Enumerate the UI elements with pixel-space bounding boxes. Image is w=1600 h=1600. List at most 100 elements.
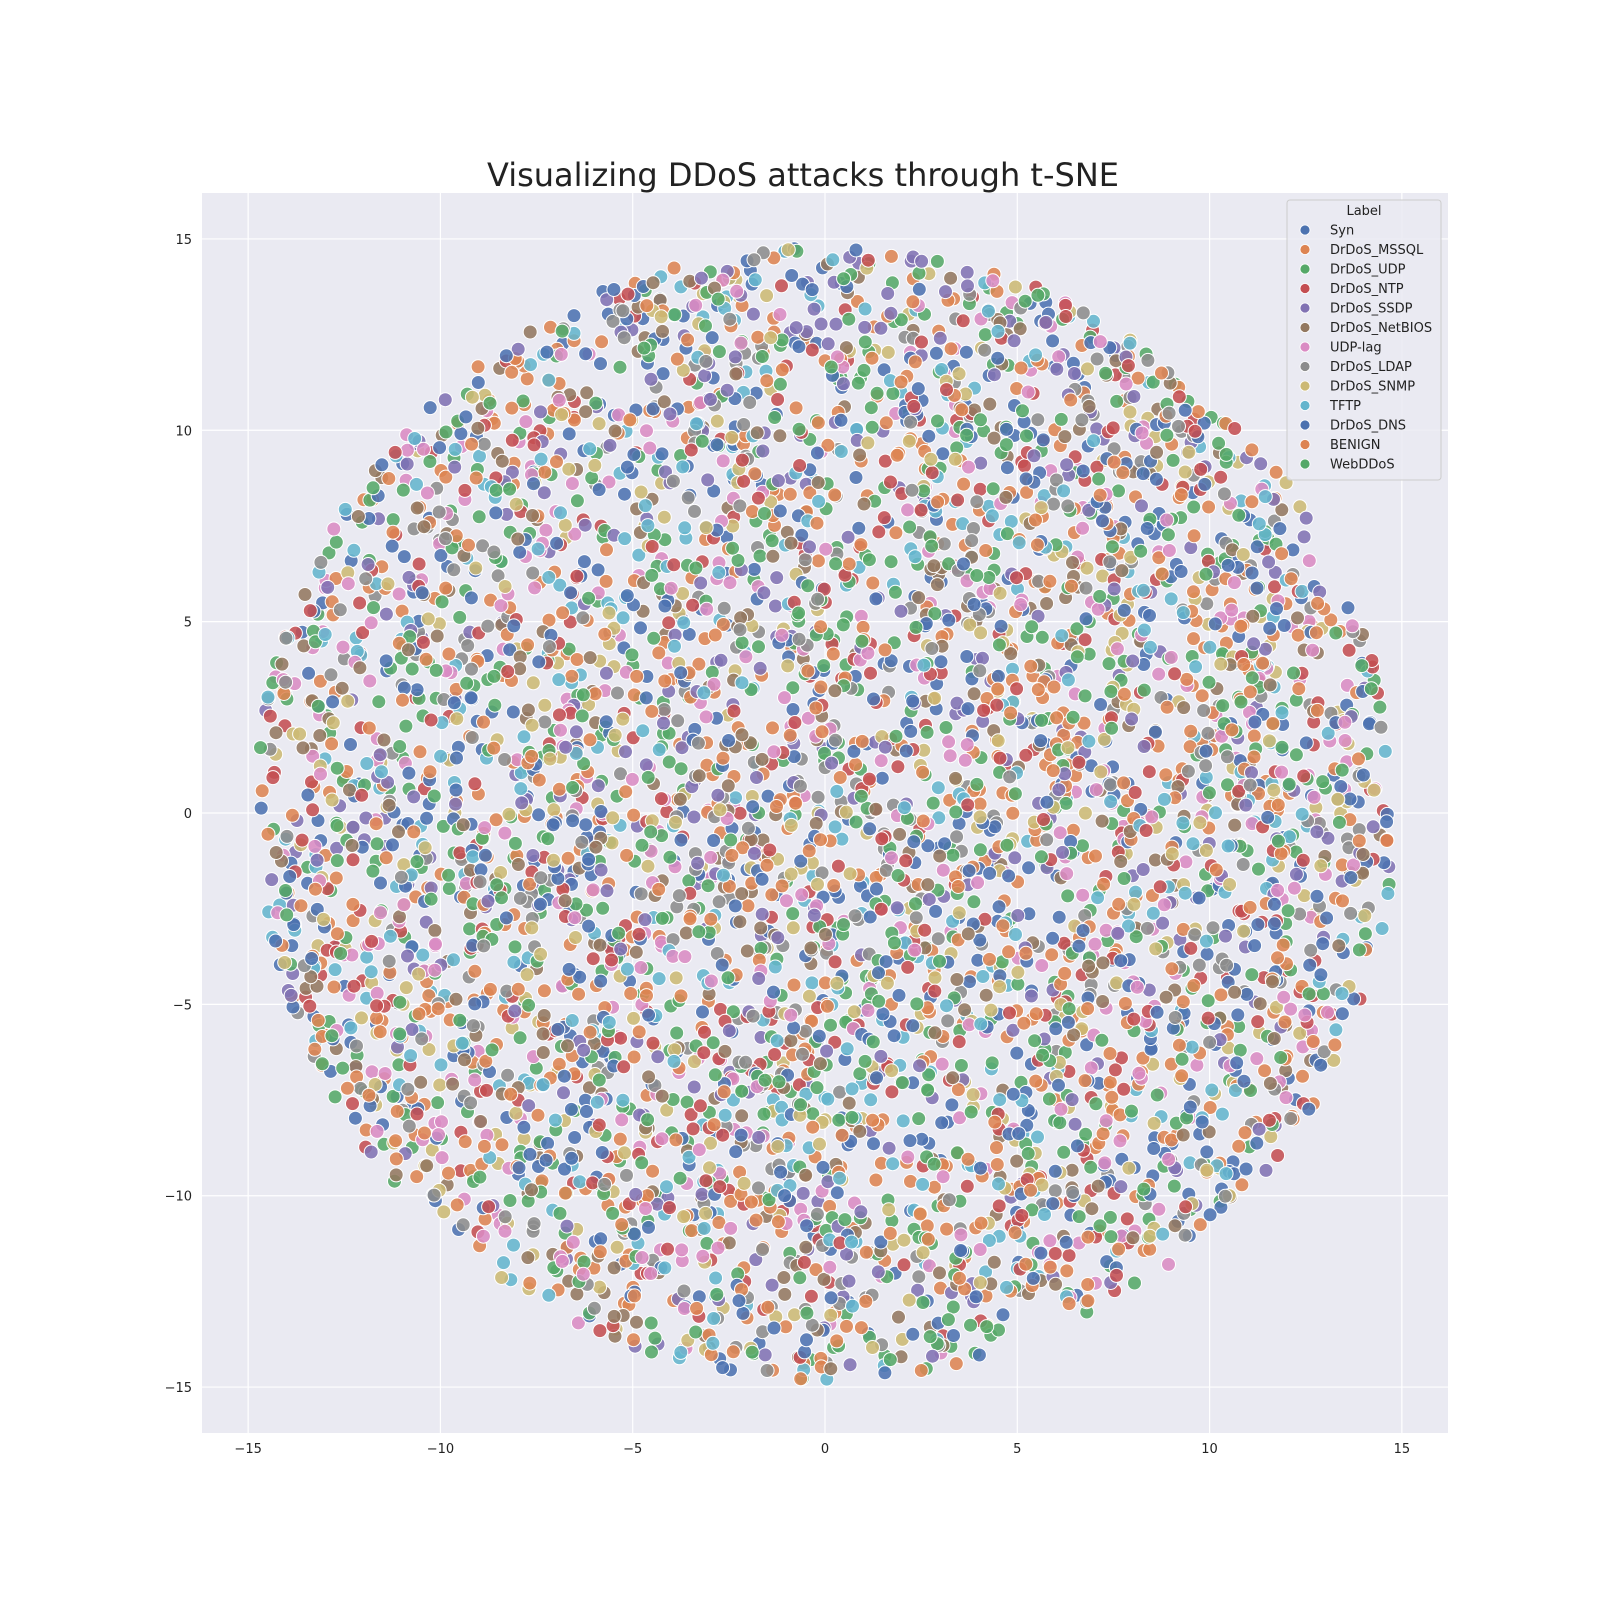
point-tftp [1128,884,1143,900]
point-drdos-netbios [678,925,694,941]
point-drdos-snmp [1222,877,1238,892]
point-drdos-dns [1075,923,1091,938]
point-webddos [1069,649,1085,665]
point-drdos-ntp [294,832,310,848]
point-drdos-ssdp [1136,739,1152,754]
point-syn [910,381,926,397]
point-drdos-snmp [525,675,541,691]
point-udp-lag [777,690,792,706]
point-drdos-ntp [645,1035,661,1051]
point-drdos-netbios [582,650,598,666]
point-drdos-udp [977,327,993,343]
point-benign [889,447,905,463]
point-drdos-snmp [780,658,796,674]
point-drdos-ntp [917,922,933,938]
point-webddos [1280,903,1296,919]
point-tftp [676,615,692,631]
point-drdos-netbios [982,396,998,412]
point-drdos-netbios [734,1108,750,1124]
point-drdos-mssql [1246,728,1262,744]
point-drdos-mssql [504,364,520,380]
point-webddos [925,795,941,811]
point-drdos-netbios [1039,596,1055,611]
point-drdos-ldap [490,568,506,584]
point-drdos-dns [1249,580,1265,596]
point-tftp [1374,921,1390,936]
point-drdos-ldap [1171,418,1186,434]
point-drdos-netbios [808,816,824,831]
point-drdos-snmp [972,1275,988,1291]
point-udp-lag [935,862,951,878]
point-drdos-udp [929,253,945,269]
point-drdos-ntp [1213,469,1229,485]
point-tftp [975,969,991,984]
point-drdos-snmp [587,457,603,473]
point-drdos-udp [886,935,902,951]
point-drdos-udp [764,533,780,549]
point-benign [1116,686,1132,702]
point-drdos-ldap [665,473,681,489]
point-syn [498,348,514,364]
point-drdos-udp [1244,967,1260,983]
point-drdos-netbios [1265,974,1280,990]
point-drdos-udp [909,996,925,1012]
point-drdos-netbios [777,1286,793,1302]
point-drdos-netbios [409,500,425,516]
point-drdos-ldap [426,1187,442,1203]
point-webddos [850,375,866,391]
point-drdos-snmp [501,806,517,822]
point-benign [361,720,377,736]
point-drdos-mssql [519,371,535,387]
point-udp-lag [575,1266,591,1282]
point-drdos-udp [329,818,345,833]
point-drdos-netbios [268,725,284,741]
point-webddos [723,832,739,848]
point-benign [669,351,685,367]
point-drdos-ssdp [618,744,633,760]
point-drdos-snmp [325,715,341,731]
point-webddos [328,534,344,550]
point-tftp [708,1270,724,1286]
point-syn [1262,620,1278,636]
point-syn [735,1305,751,1321]
point-webddos [507,835,523,851]
point-webddos [591,1072,607,1088]
point-drdos-ntp [653,791,669,807]
point-drdos-ldap [936,536,952,552]
point-drdos-mssql [1080,1229,1096,1245]
point-webddos [963,1104,979,1120]
point-benign [1061,1296,1077,1312]
point-drdos-ssdp [448,796,463,812]
point-benign [1046,679,1062,695]
point-drdos-udp [634,1155,650,1171]
point-drdos-snmp [561,461,577,477]
point-drdos-mssql [422,764,438,780]
point-syn [1025,1270,1041,1286]
point-drdos-ldap [313,554,329,570]
point-drdos-udp [1281,776,1297,792]
point-tftp [553,505,568,521]
point-drdos-ntp [685,1121,701,1137]
point-drdos-mssql [1186,978,1202,993]
point-udp-lag [391,586,407,602]
point-tftp [689,416,704,432]
point-drdos-dns [657,598,673,614]
point-drdos-netbios [728,366,744,382]
point-syn [1239,986,1255,1002]
point-drdos-netbios [929,577,945,593]
point-drdos-ntp [1120,358,1136,374]
point-benign [826,878,842,893]
point-drdos-mssql [1277,1014,1293,1030]
point-drdos-dns [1244,565,1260,581]
point-tftp [1184,1039,1200,1055]
point-benign [673,988,689,1004]
point-drdos-netbios [1065,555,1080,570]
point-drdos-dns [991,899,1007,915]
point-webddos [1098,365,1114,381]
point-udp-lag [738,649,754,665]
point-drdos-udp [945,1299,961,1315]
point-drdos-mssql [1174,1068,1190,1084]
point-webddos [507,939,523,955]
point-drdos-udp [752,548,768,564]
point-drdos-netbios [1167,1218,1183,1234]
